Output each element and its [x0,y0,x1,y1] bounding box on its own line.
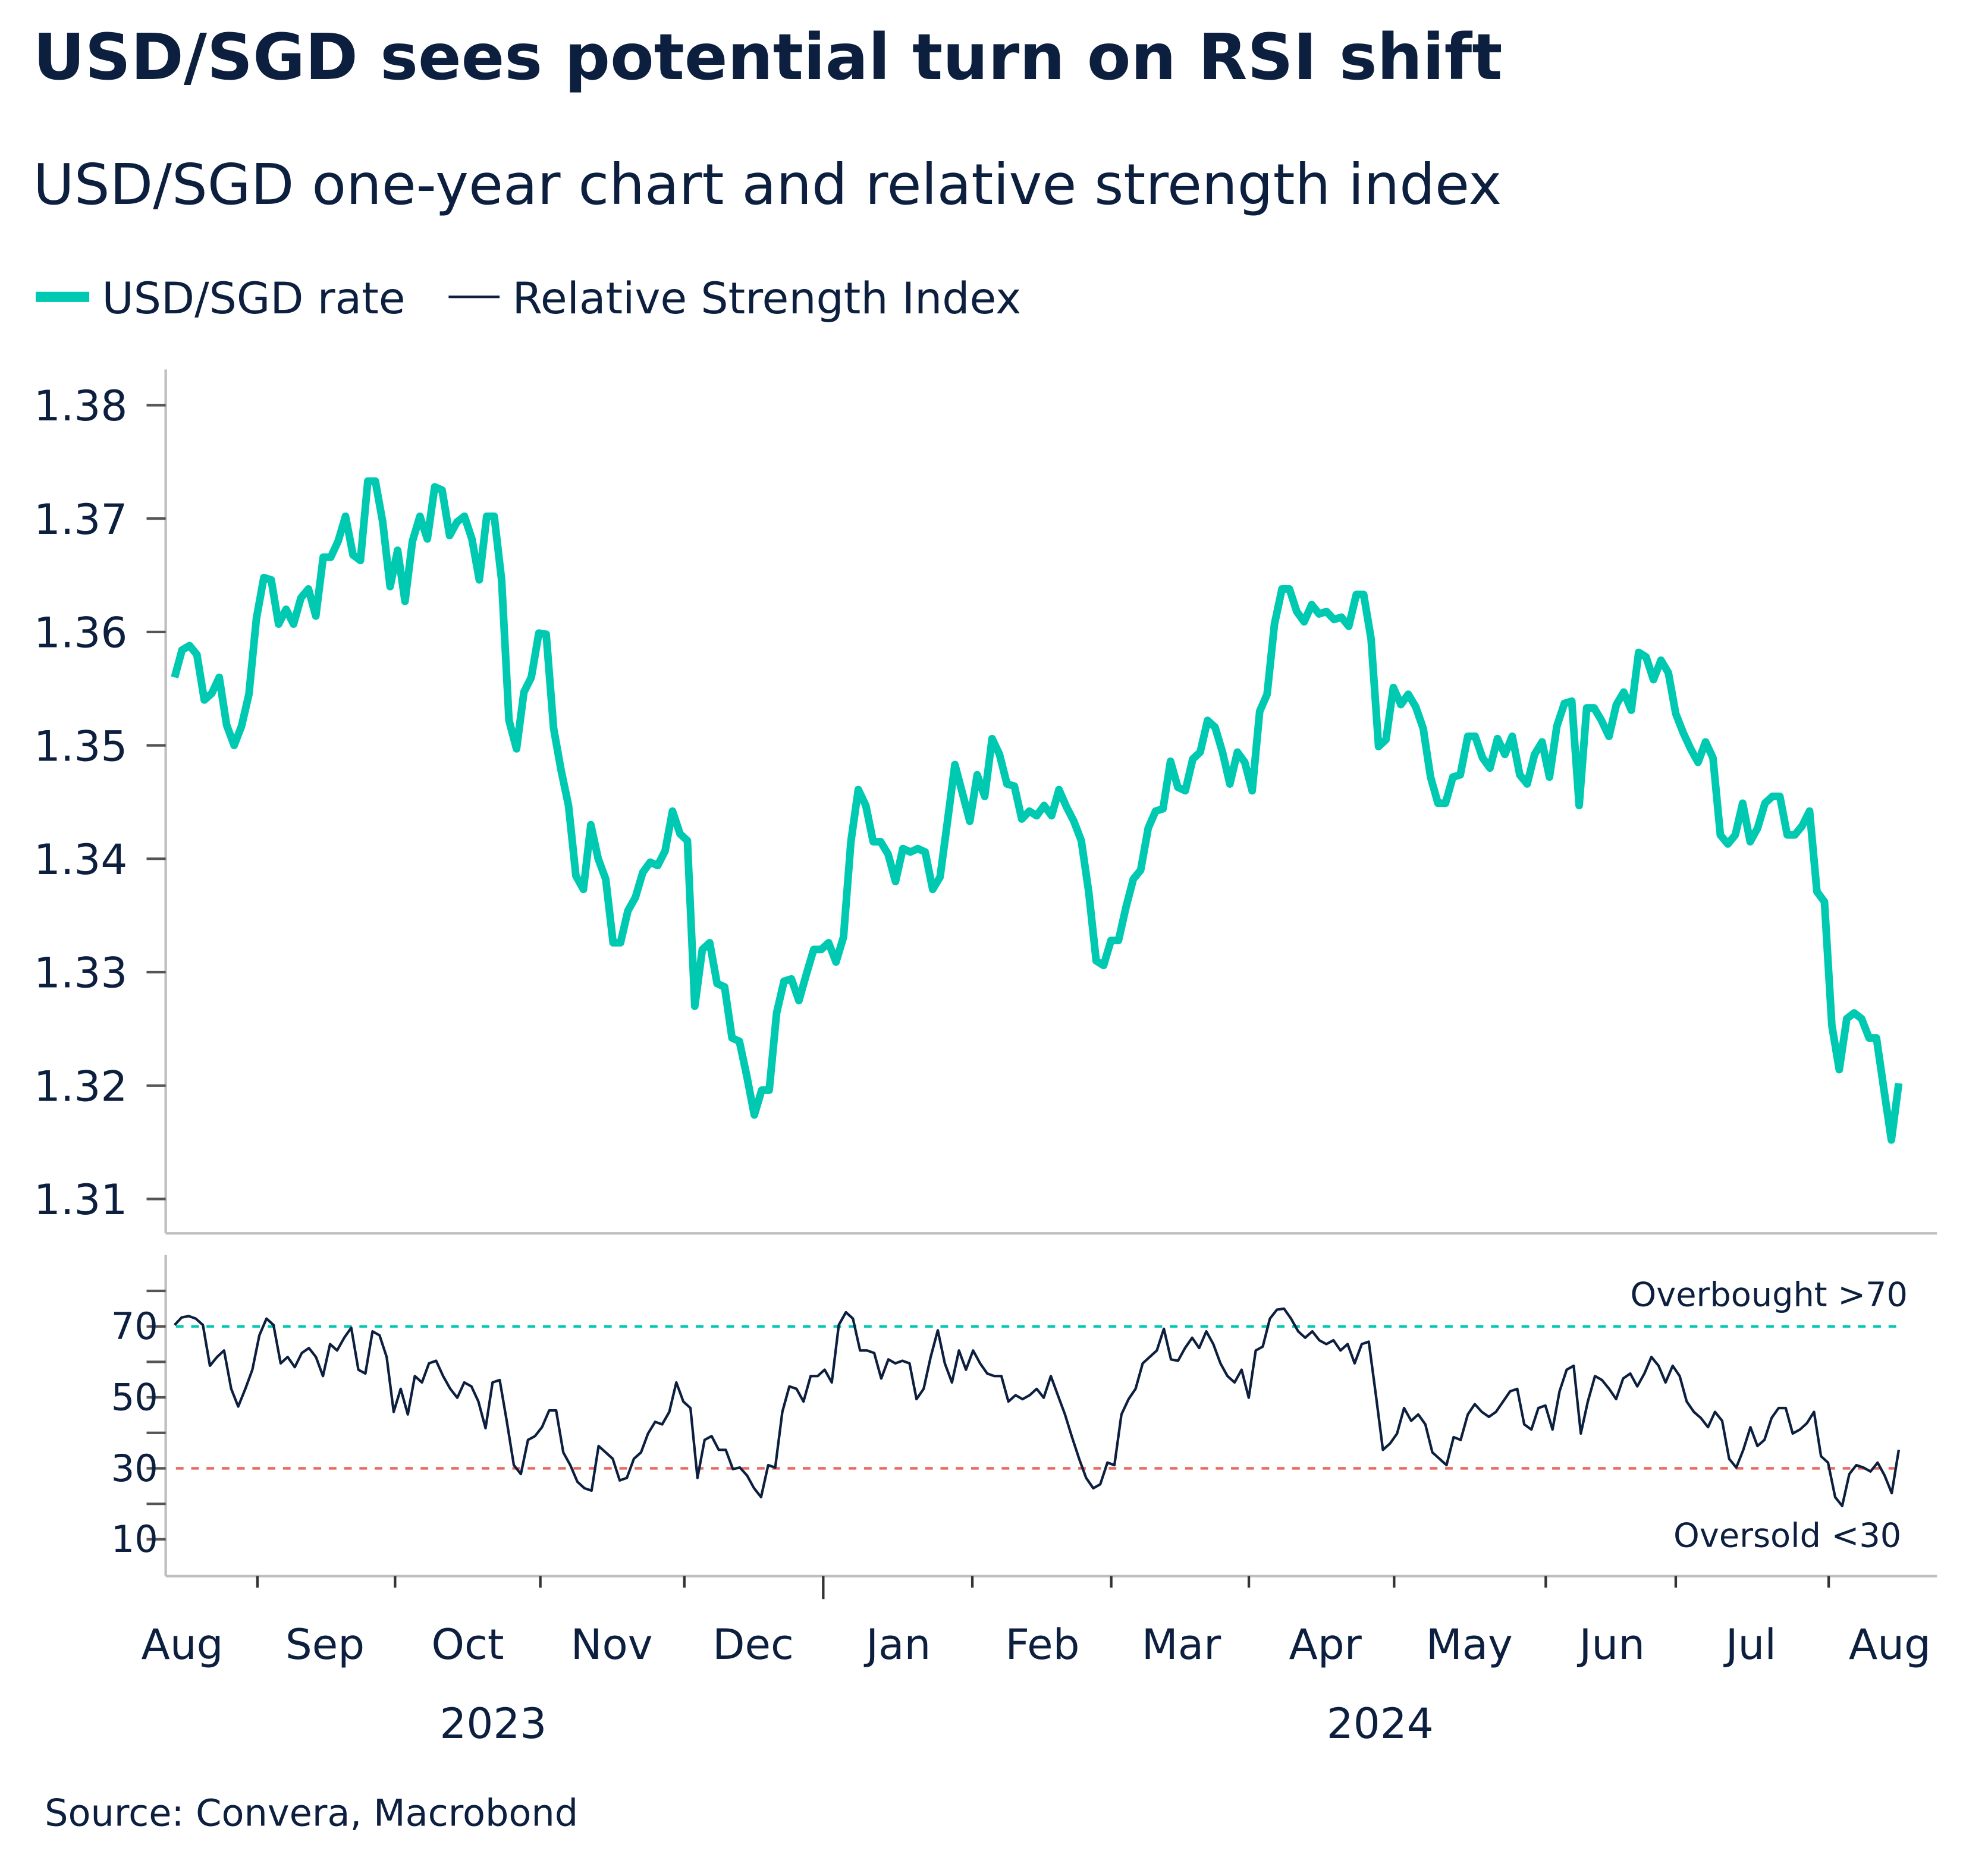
month-label: Jun [1577,1620,1645,1669]
year-label: 2023 [439,1699,547,1748]
rsi-y-tick-label: 10 [111,1517,158,1561]
oversold-label: Oversold <30 [1673,1516,1901,1555]
month-label: Jan [863,1620,931,1669]
month-label: Jul [1723,1620,1776,1669]
legend-rsi-label: Relative Strength Index [512,274,1021,324]
rsi-y-tick-label: 30 [111,1447,158,1490]
rsi-y-ticks: 10 30 50 70 [111,1289,166,1561]
year-label: 2024 [1327,1699,1434,1748]
month-label: Oct [431,1620,504,1669]
month-label: Aug [1849,1620,1931,1669]
month-label: Aug [141,1620,223,1669]
rate-y-tick-label: 1.37 [34,495,127,544]
rate-y-tick-label: 1.34 [34,835,127,884]
month-label: Feb [1005,1620,1079,1669]
month-label: Apr [1289,1620,1362,1669]
reference-lines [175,1325,1902,1470]
overbought-label: Overbought >70 [1630,1275,1907,1314]
rate-axes [164,369,1937,1235]
rate-y-tick-label: 1.36 [34,608,127,658]
month-label: Sep [285,1620,365,1669]
month-label: Dec [712,1620,794,1669]
rate-series-line [171,477,1903,1144]
rsi-axes [164,1255,1937,1577]
rate-y-ticks: 1.31 1.32 1.33 1.34 1.35 1.36 1.37 1.38 [34,381,166,1224]
rate-y-tick-label: 1.35 [34,721,127,771]
source-note: Source: Convera, Macrobond [45,1792,578,1835]
rate-y-tick-label: 1.33 [34,948,127,998]
chart-title: USD/SGD sees potential turn on RSI shift [33,21,1503,95]
rate-y-tick-label: 1.32 [34,1061,127,1111]
rate-y-tick-label: 1.31 [34,1175,127,1224]
month-label: Mar [1142,1620,1221,1669]
legend-rate-label: USD/SGD rate [102,274,405,324]
legend: USD/SGD rate Relative Strength Index [36,274,1021,324]
chart-subtitle: USD/SGD one-year chart and relative stre… [33,152,1502,218]
rsi-series-line [174,1307,1901,1507]
month-label: May [1426,1620,1513,1669]
month-label: Nov [571,1620,653,1669]
rsi-y-tick-label: 70 [111,1305,158,1348]
rate-y-tick-label: 1.38 [34,381,127,430]
x-axis: Aug Sep Oct Nov Dec Jan Feb Mar Apr May Jun Jul Aug 2… [141,1576,1931,1748]
rsi-y-tick-label: 50 [111,1375,158,1419]
